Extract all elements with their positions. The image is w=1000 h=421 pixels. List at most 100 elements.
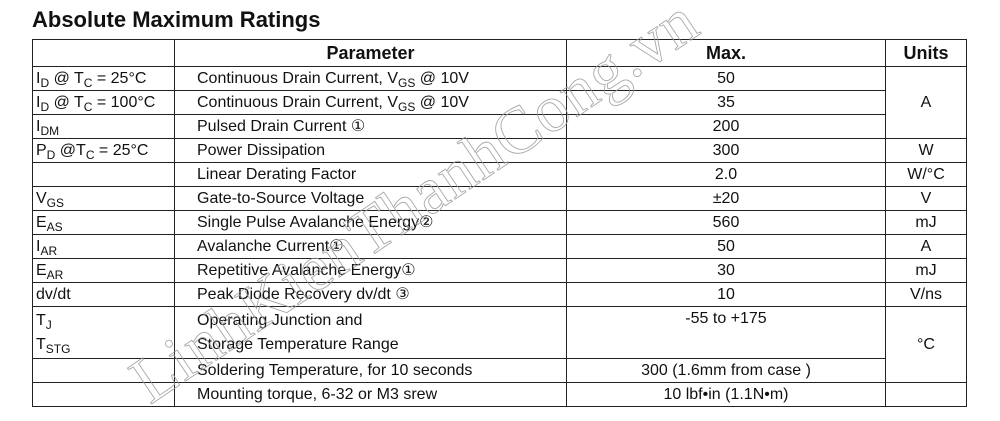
subscript: J [45, 317, 52, 332]
subscript: AS [46, 219, 63, 234]
symbol-cell: TJ TSTG [32, 306, 175, 359]
symbol-cell: EAR [32, 258, 175, 283]
section-title: Absolute Maximum Ratings [32, 7, 321, 32]
text-segment: V [36, 189, 47, 207]
text-segment: = 25°C [92, 69, 147, 87]
max-value-cell: 300 (1.6mm from case ) [566, 358, 886, 383]
table-row: ID @ TC = 25°C Continuous Drain Current, … [32, 66, 967, 139]
subscript: AR [46, 267, 64, 282]
subscript: C [85, 147, 95, 162]
table-row: Linear Derating Factor 2.0 W/°C [32, 162, 967, 187]
table-row: dv/dt Peak Diode Recovery dv/dt ③ 10 V/ns [32, 282, 967, 307]
parameter-cell: Linear Derating Factor [174, 162, 567, 187]
header-units: Units [885, 39, 967, 67]
subscript: GS [46, 195, 65, 210]
text-segment: Pulsed Drain Current ① [197, 117, 366, 135]
max-value-cell: 300 [566, 138, 886, 163]
parameter-cell: Continuous Drain Current, VGS @ 10V [174, 66, 567, 91]
table-row: ID @ TC = 100°C Continuous Drain Current,… [32, 90, 967, 115]
units-cell: W [885, 138, 967, 163]
header-symbol [32, 39, 175, 67]
units-cell: V [885, 186, 967, 211]
units-cell: A [885, 234, 967, 259]
parameter-cell: Soldering Temperature, for 10 seconds [174, 358, 567, 383]
text-segment: I [36, 117, 41, 135]
table-row: EAS Single Pulse Avalanche Energy② 560 mJ [32, 210, 967, 235]
text-segment: E [36, 213, 47, 231]
units-cell: A [885, 66, 967, 139]
text-segment: I [36, 69, 41, 87]
subscript: D [46, 147, 56, 162]
text-segment: Gate-to-Source Voltage [197, 189, 365, 207]
max-value-cell: 50 [566, 234, 886, 259]
subscript: STG [45, 341, 71, 356]
max-value-cell: 30 [566, 258, 886, 283]
text-segment: Avalanche Current① [197, 237, 344, 255]
text-segment: @ 10V [415, 69, 469, 87]
symbol-cell: ID @ TC = 100°C [32, 90, 175, 115]
table-row: Soldering Temperature, for 10 seconds 300… [32, 358, 967, 383]
table-row: Mounting torque, 6-32 or M3 srew 10 lbf•i… [32, 382, 967, 407]
text-segment: Linear Derating Factor [197, 165, 357, 183]
symbol-cell: dv/dt [32, 282, 175, 307]
parameter-cell: Gate-to-Source Voltage [174, 186, 567, 211]
ratings-table: Parameter Max. Units ID @ TC = 25°C Conti… [32, 39, 967, 407]
subscript: GS [397, 99, 416, 114]
symbol-cell [32, 162, 175, 187]
parameter-cell: Continuous Drain Current, VGS @ 10V [174, 90, 567, 115]
max-value-cell: 35 [566, 90, 886, 115]
parameter-cell: Avalanche Current① [174, 234, 567, 259]
text-segment: I [36, 93, 41, 111]
parameter-cell: Operating Junction and Storage Temperatur… [174, 306, 567, 359]
units-cell [885, 382, 967, 407]
table-row: TJ TSTG Operating Junction and Storage Temp… [32, 306, 967, 383]
symbol-cell: IAR [32, 234, 175, 259]
text-segment: Peak Diode Recovery dv/dt ③ [197, 285, 410, 303]
parameter-line: Storage Temperature Range [197, 335, 399, 353]
parameter-cell: Repetitive Avalanche Energy① [174, 258, 567, 283]
subscript: AR [40, 243, 58, 258]
text-segment: Repetitive Avalanche Energy① [197, 261, 416, 279]
table-row: PD @TC = 25°C Power Dissipation 300 W [32, 138, 967, 163]
parameter-cell: Pulsed Drain Current ① [174, 114, 567, 139]
symbol-cell: IDM [32, 114, 175, 139]
text-segment: @ T [49, 69, 84, 87]
symbol-cell: VGS [32, 186, 175, 211]
symbol-cell [32, 358, 175, 383]
text-segment: @ T [49, 93, 84, 111]
text-segment: Mounting torque, 6-32 or M3 srew [197, 385, 438, 403]
max-value-cell: 200 [566, 114, 886, 139]
header-parameter: Parameter [174, 39, 567, 67]
max-value-cell: -55 to +175 [566, 306, 886, 359]
subscript: D [40, 99, 50, 114]
max-value-cell: ±20 [566, 186, 886, 211]
max-value-cell: 10 [566, 282, 886, 307]
symbol-line: TJ [36, 309, 174, 333]
units-cell: mJ [885, 258, 967, 283]
text-segment: P [36, 141, 47, 159]
table-row: EAR Repetitive Avalanche Energy① 30 mJ [32, 258, 967, 283]
units-cell: V/ns [885, 282, 967, 307]
units-cell: °C [885, 306, 967, 383]
subscript: DM [40, 123, 60, 138]
header-max: Max. [566, 39, 886, 67]
units-cell: W/°C [885, 162, 967, 187]
text-segment: Single Pulse Avalanche Energy② [197, 213, 434, 231]
parameter-line: Operating Junction and [197, 311, 363, 329]
text-segment: Continuous Drain Current, V [197, 93, 398, 111]
parameter-cell: Peak Diode Recovery dv/dt ③ [174, 282, 567, 307]
text-segment: @ 10V [415, 93, 469, 111]
parameter-cell: Mounting torque, 6-32 or M3 srew [174, 382, 567, 407]
units-cell: mJ [885, 210, 967, 235]
max-value-cell: 10 lbf•in (1.1N•m) [566, 382, 886, 407]
subscript: C [83, 99, 93, 114]
parameter-cell: Power Dissipation [174, 138, 567, 163]
parameter-cell: Single Pulse Avalanche Energy② [174, 210, 567, 235]
text-segment: T [36, 335, 46, 353]
subscript: GS [397, 75, 416, 90]
symbol-line: TSTG [36, 333, 174, 357]
table-row: VGS Gate-to-Source Voltage ±20 V [32, 186, 967, 211]
table-row: IDM Pulsed Drain Current ① 200 [32, 114, 967, 139]
text-segment: dv/dt [36, 285, 71, 303]
symbol-cell: ID @ TC = 25°C [32, 66, 175, 91]
